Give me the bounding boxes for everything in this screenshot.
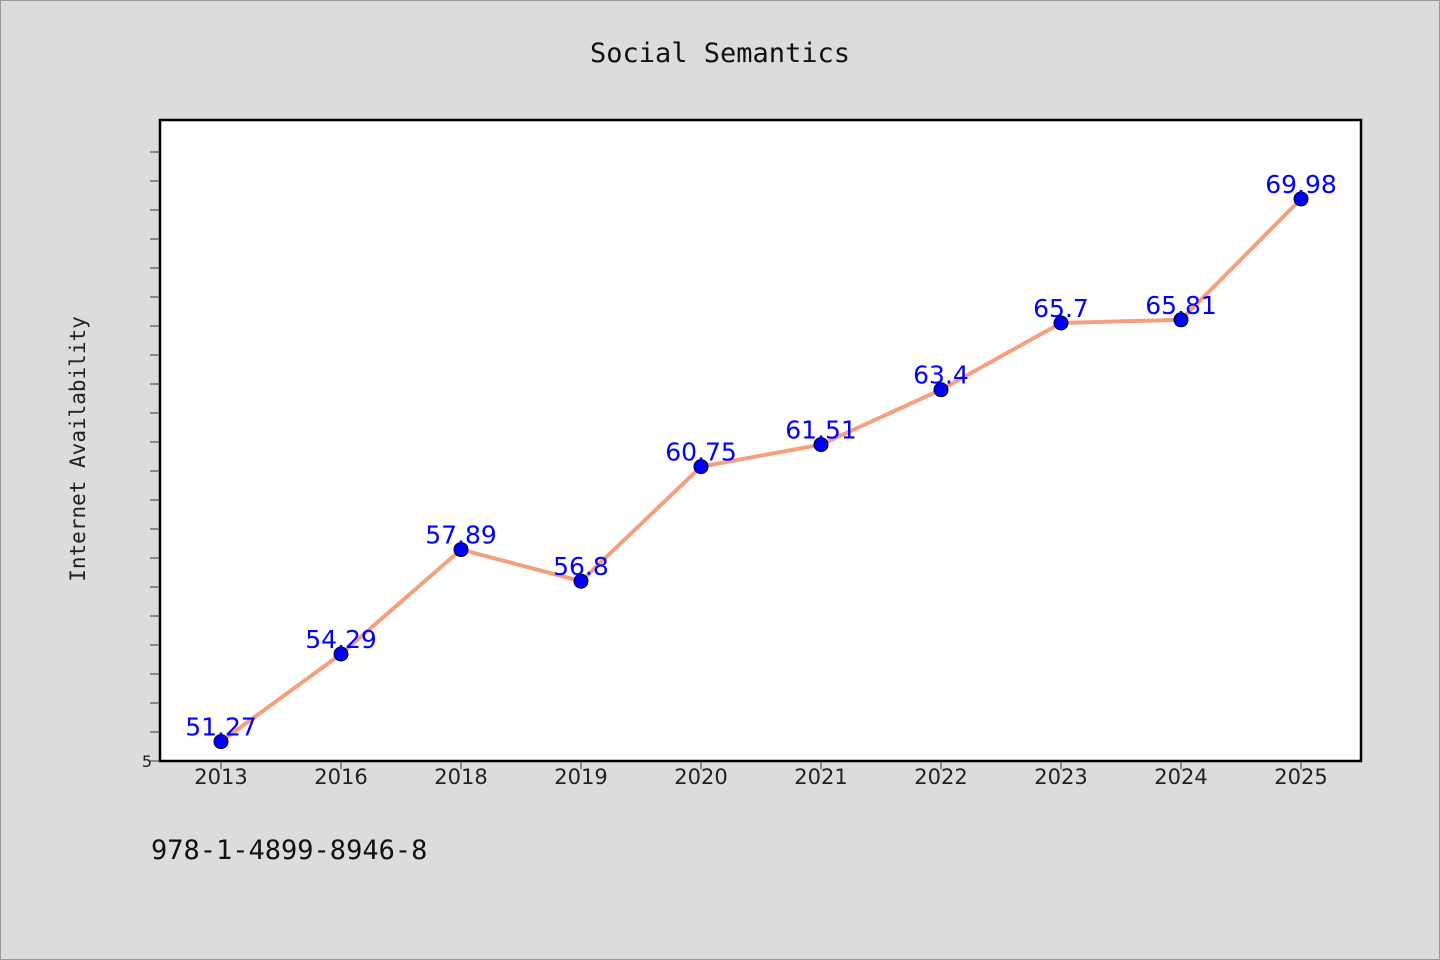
x-tick-label: 2016 [314,765,367,789]
data-label: 61.51 [785,416,857,445]
y-axis-ticks [150,151,160,762]
x-axis-ticks [220,761,1302,769]
data-markers [213,191,1309,750]
chart-title: Social Semantics [590,38,850,69]
data-label: 60.75 [665,438,737,467]
x-tick-label: 2018 [434,765,487,789]
x-tick-label: 2023 [1034,765,1087,789]
data-label: 69.98 [1265,170,1337,199]
x-tick-label: 2020 [674,765,727,789]
data-point [213,734,229,750]
y-axis-label: Internet Availability [66,316,90,582]
x-tick-label: 2025 [1274,765,1327,789]
data-labels: 51.27 54.29 57.89 56.8 60.75 61.51 63.4 65.7 65.… [185,170,1337,742]
data-label: 51.27 [185,713,257,742]
x-tick-label: 2022 [914,765,967,789]
series-line [219,196,1303,744]
x-tick-label: 2024 [1154,765,1207,789]
data-point [933,382,949,398]
x-tick-label: 2021 [794,765,847,789]
data-point [1173,312,1189,328]
plot-area [158,118,1363,763]
x-tick-label: 2013 [194,765,247,789]
data-label: 63.4 [913,361,969,390]
data-point [693,459,709,475]
data-point [333,646,349,662]
data-label: 57.89 [425,521,497,550]
data-point [1293,191,1309,207]
isbn-text: 978-1-4899-8946-8 [151,835,428,866]
x-axis-tick-labels: 2013 2016 2018 2019 2020 2021 2022 2023 2024 2025 [194,765,1327,789]
data-label: 54.29 [305,625,377,654]
data-point [573,573,589,589]
y-tick-label-bottom: 5 [142,752,152,771]
x-tick-label: 2019 [554,765,607,789]
data-label: 56.8 [553,552,609,581]
data-point [453,542,469,558]
data-point [813,437,829,453]
data-label: 65.81 [1145,291,1217,320]
data-label: 65.7 [1033,294,1089,323]
data-point [1053,315,1069,331]
